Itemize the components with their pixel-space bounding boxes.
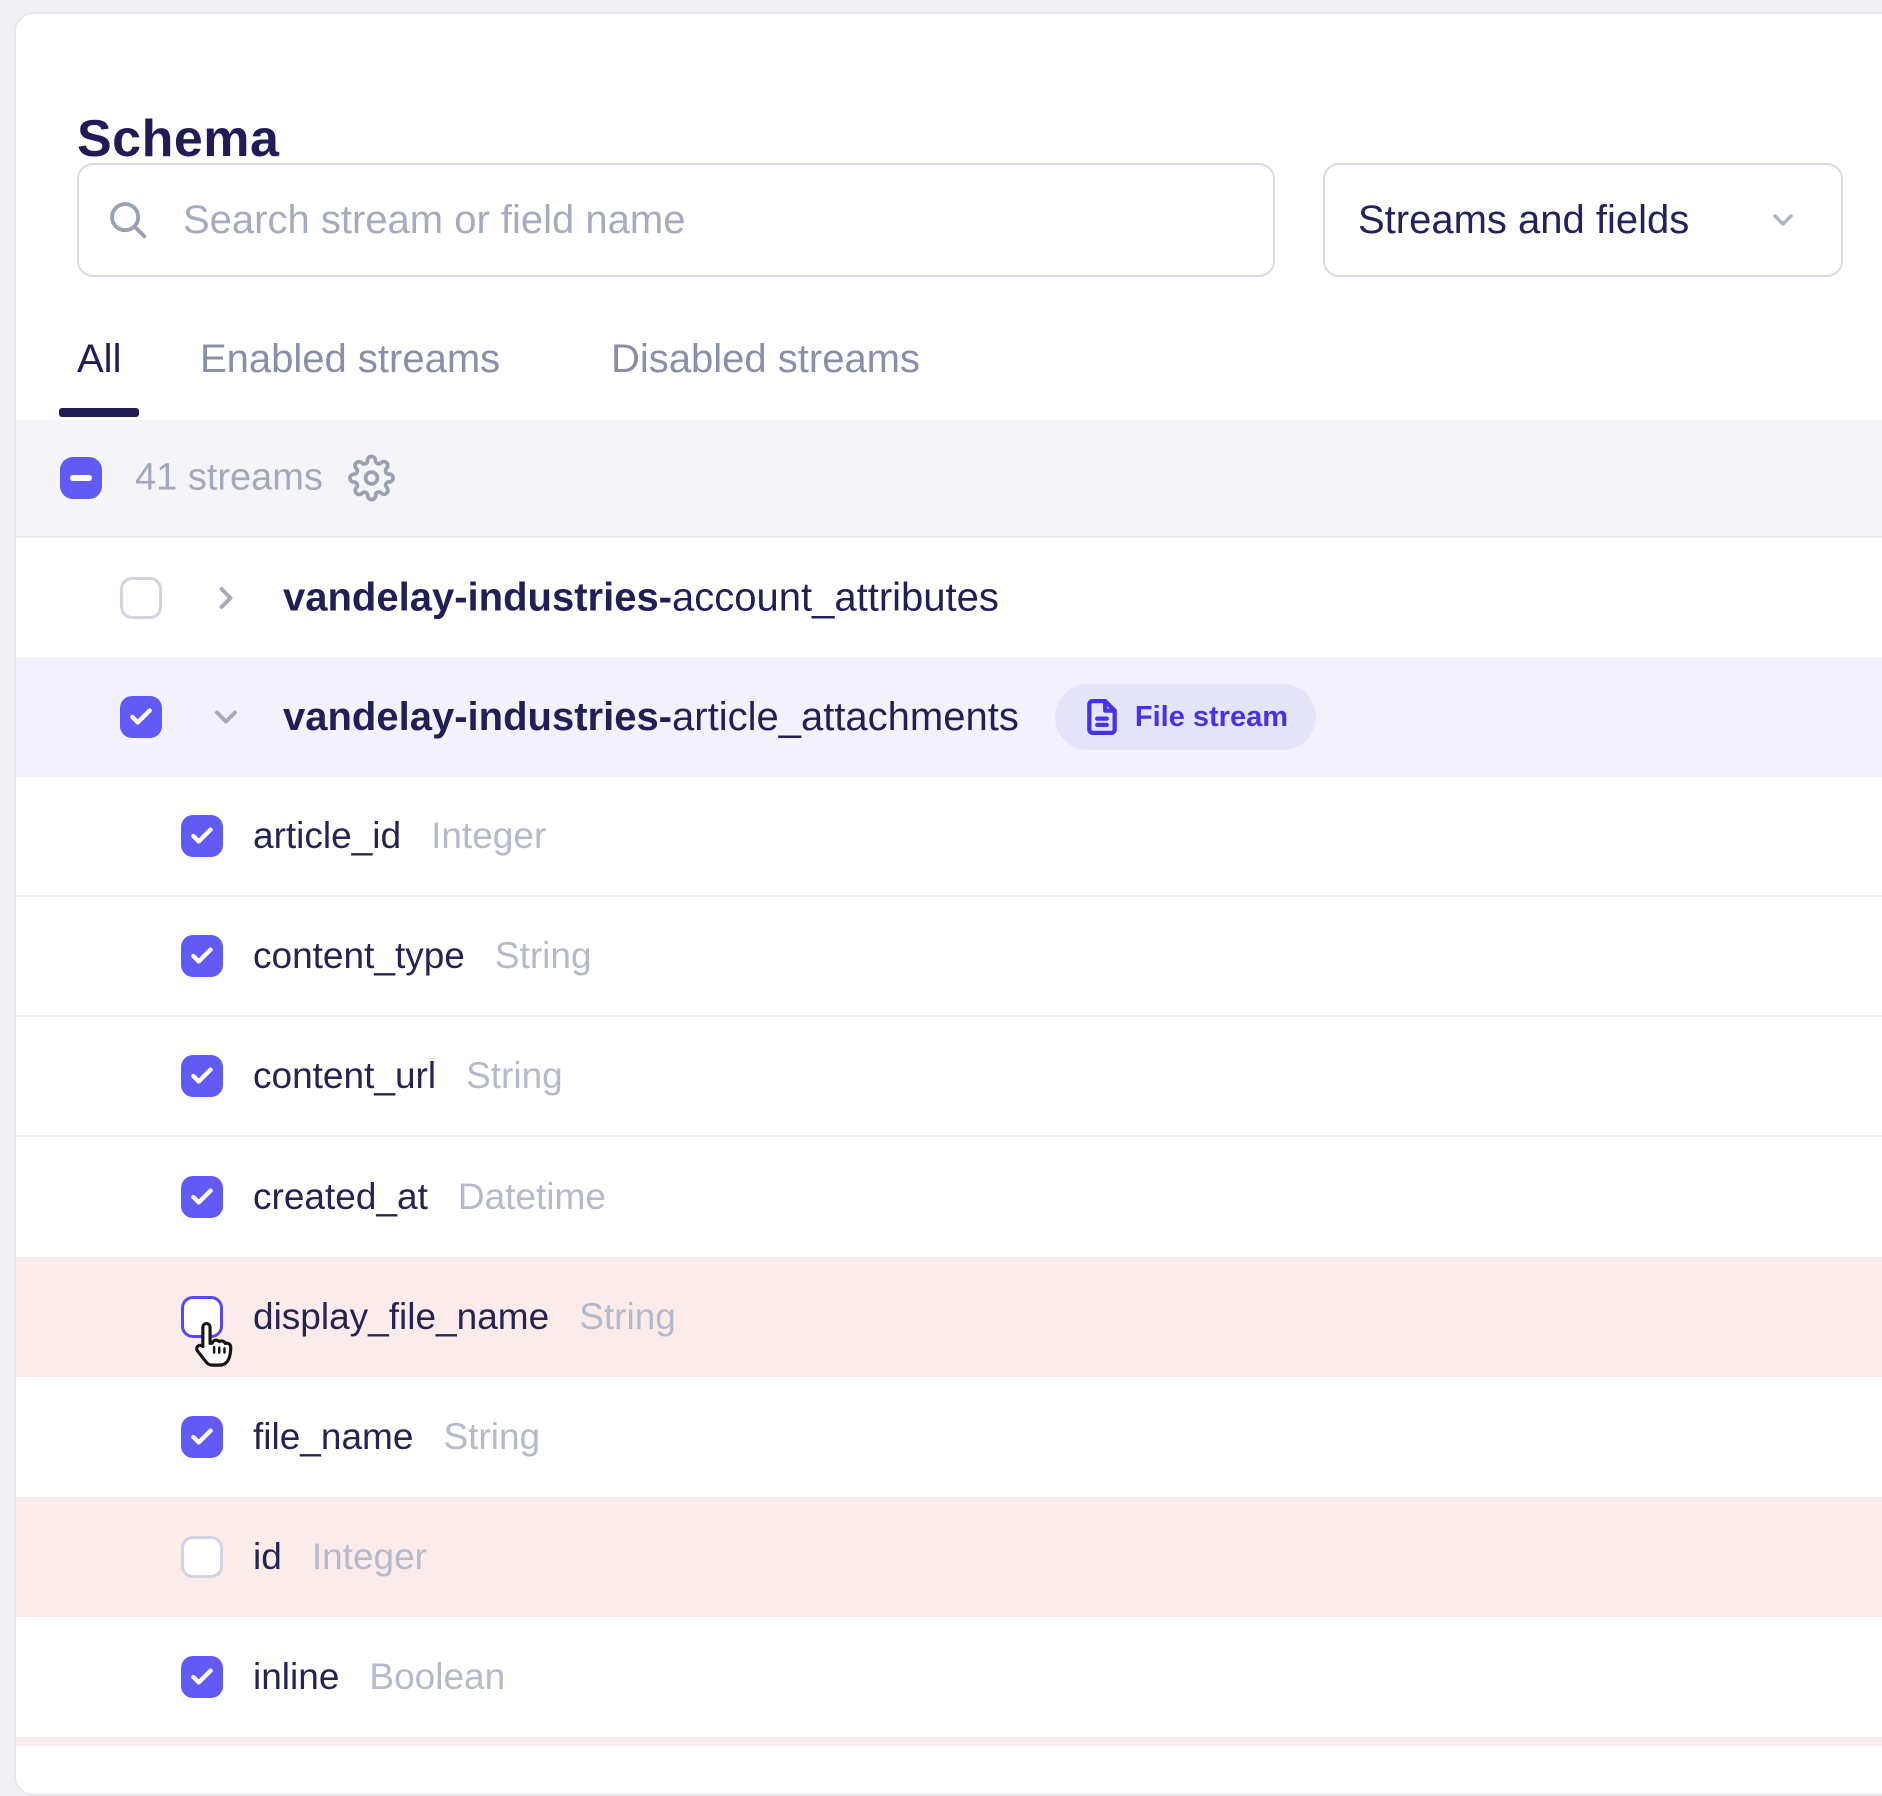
- field-type: Integer: [431, 815, 547, 856]
- check-icon: [191, 1428, 213, 1445]
- stream-name-suffix: account_attributes: [672, 575, 999, 619]
- field-row-created-at[interactable]: created_at Datetime: [16, 1137, 1882, 1257]
- field-checkbox[interactable]: [181, 1536, 223, 1578]
- chevron-down-icon: [1773, 214, 1793, 226]
- check-icon: [191, 1668, 213, 1685]
- field-name: created_at: [253, 1176, 428, 1217]
- field-checkbox[interactable]: [181, 1176, 223, 1218]
- stream-name: vandelay-industries-account_attributes: [283, 575, 999, 620]
- check-icon: [191, 1067, 213, 1084]
- field-label: content_type String: [253, 935, 592, 977]
- check-icon: [191, 1188, 213, 1205]
- gear-icon[interactable]: [348, 454, 395, 502]
- stream-checkbox[interactable]: [120, 576, 162, 619]
- file-text-icon: [1087, 699, 1117, 735]
- stream-name-prefix: vandelay-industries-: [283, 575, 673, 619]
- field-checkbox[interactable]: [181, 1055, 223, 1097]
- file-stream-badge: File stream: [1054, 684, 1316, 750]
- schema-page: { "page": { "title": "Schema" }, "search…: [14, 12, 1882, 1796]
- search-box: [77, 163, 1275, 277]
- search-icon: [110, 202, 147, 239]
- view-mode-dropdown[interactable]: Streams and fields: [1323, 163, 1843, 277]
- field-row-inline[interactable]: inline Boolean: [16, 1617, 1882, 1737]
- active-tab-underline: [59, 408, 139, 417]
- field-checkbox[interactable]: [181, 1296, 223, 1338]
- tab-all[interactable]: All: [77, 337, 122, 381]
- check-icon: [191, 827, 213, 844]
- field-row-id[interactable]: id Integer: [16, 1497, 1882, 1617]
- field-row-article-id[interactable]: article_id Integer: [16, 777, 1882, 897]
- field-label: inline Boolean: [253, 1656, 505, 1698]
- field-type: Datetime: [457, 1176, 606, 1217]
- field-type: Integer: [311, 1536, 428, 1577]
- stream-name-prefix: vandelay-industries-: [283, 694, 673, 739]
- field-name: inline: [253, 1656, 340, 1697]
- indeterminate-mark: [70, 475, 92, 481]
- field-name: id: [253, 1536, 282, 1577]
- stream-checkbox[interactable]: [120, 696, 162, 738]
- field-label: created_at Datetime: [253, 1176, 606, 1218]
- field-type: String: [443, 1416, 541, 1457]
- check-icon: [130, 708, 152, 725]
- check-icon: [191, 947, 213, 964]
- field-name: content_url: [253, 1055, 437, 1096]
- field-name: article_id: [253, 815, 402, 856]
- field-name: display_file_name: [253, 1296, 550, 1337]
- field-checkbox[interactable]: [181, 935, 223, 977]
- search-input[interactable]: [151, 197, 1273, 243]
- field-label: article_id Integer: [253, 815, 546, 857]
- field-row-file-name[interactable]: file_name String: [16, 1377, 1882, 1497]
- field-checkbox[interactable]: [181, 1656, 223, 1698]
- tab-enabled-streams[interactable]: Enabled streams: [200, 337, 501, 381]
- field-label: file_name String: [253, 1416, 540, 1458]
- tab-disabled-streams[interactable]: Disabled streams: [611, 337, 921, 381]
- select-all-checkbox[interactable]: [60, 457, 102, 499]
- field-row-content-type[interactable]: content_type String: [16, 897, 1882, 1017]
- file-stream-badge-label: File stream: [1134, 700, 1288, 733]
- field-label: id Integer: [253, 1536, 427, 1578]
- field-label: content_url String: [253, 1055, 563, 1097]
- field-row-content-url[interactable]: content_url String: [16, 1017, 1882, 1137]
- page-title: Schema: [77, 109, 280, 168]
- next-row-partial: [16, 1737, 1882, 1746]
- field-type: Boolean: [369, 1656, 506, 1697]
- field-type: String: [579, 1296, 676, 1337]
- stream-row-article-attachments[interactable]: vandelay-industries-article_attachments …: [16, 657, 1882, 777]
- view-mode-dropdown-value: Streams and fields: [1358, 197, 1690, 242]
- chevron-right-icon[interactable]: [208, 580, 244, 616]
- stream-row-account-attributes[interactable]: vandelay-industries-account_attributes: [16, 538, 1882, 657]
- stream-name-suffix: article_attachments: [672, 694, 1019, 739]
- field-row-display-file-name[interactable]: display_file_name String: [16, 1257, 1882, 1377]
- field-label: display_file_name String: [253, 1296, 676, 1338]
- streams-toolbar: 41 streams: [16, 420, 1882, 538]
- field-checkbox[interactable]: [181, 1416, 223, 1458]
- field-type: String: [466, 1055, 563, 1096]
- field-type: String: [494, 935, 592, 976]
- streams-count-label: 41 streams: [135, 456, 323, 499]
- stream-name: vandelay-industries-article_attachments …: [283, 684, 1316, 750]
- chevron-down-icon[interactable]: [208, 699, 244, 735]
- field-name: file_name: [253, 1416, 414, 1457]
- field-name: content_type: [253, 935, 465, 976]
- field-checkbox[interactable]: [181, 815, 223, 857]
